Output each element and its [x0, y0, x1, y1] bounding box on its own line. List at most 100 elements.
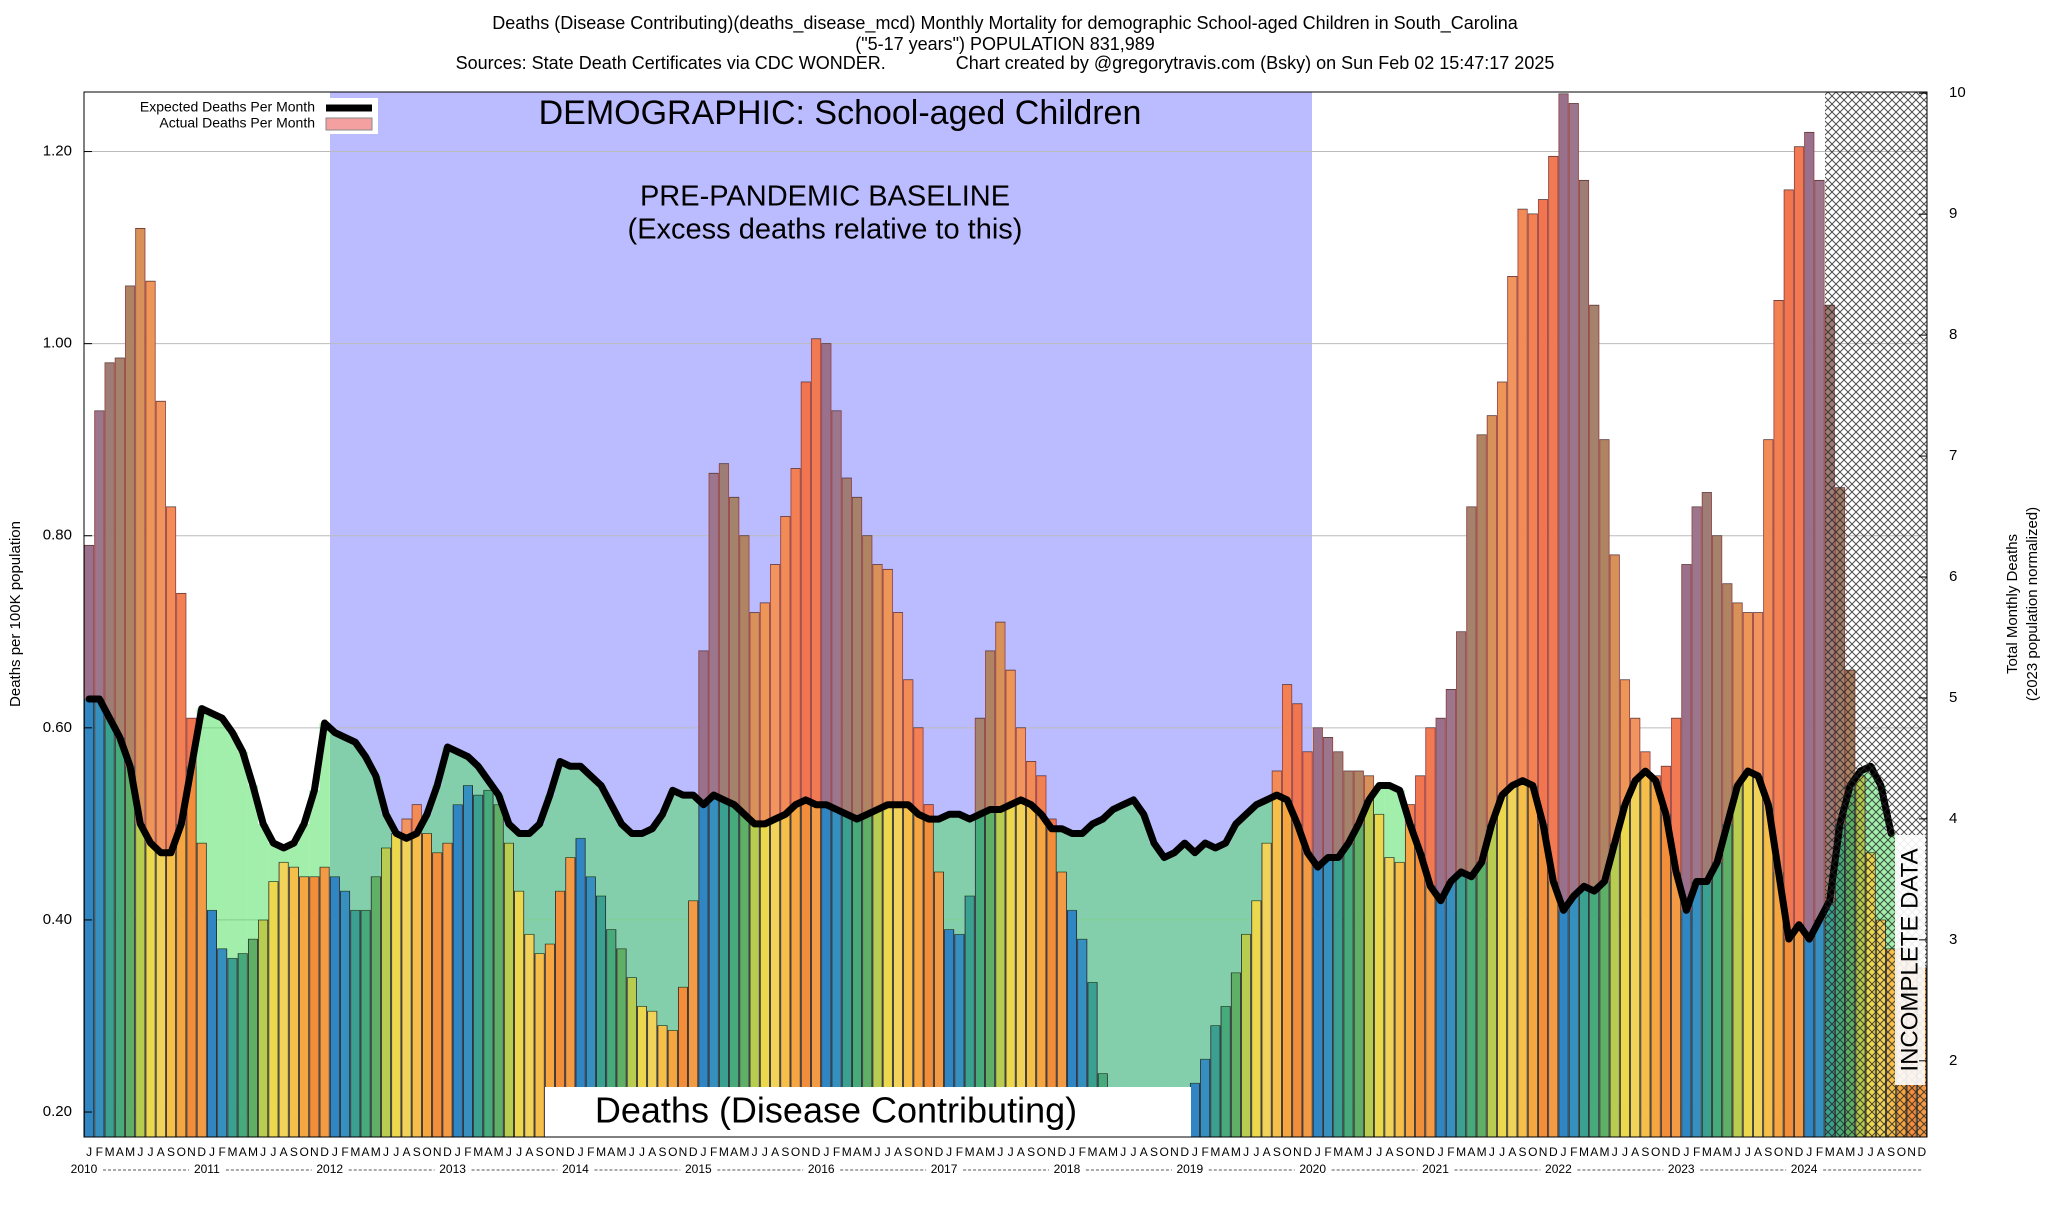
deficit-area [595, 785, 607, 896]
bar [483, 789, 494, 1137]
x-tick-label: J [823, 1145, 829, 1159]
bar [1640, 751, 1651, 1137]
year-label: 2023 [1668, 1162, 1695, 1176]
excess-area [411, 804, 422, 834]
title-line: Sources: State Death Certificates via CD… [456, 53, 1555, 73]
excess-area [1333, 751, 1344, 858]
year-label: 2010 [71, 1162, 98, 1176]
deficit-area [636, 833, 648, 1007]
deficit-area [1200, 843, 1211, 1060]
excess-area [1578, 180, 1590, 887]
x-tick-label: J [1366, 1145, 1372, 1159]
title-line: Deaths (Disease Contributing)(deaths_dis… [492, 13, 1519, 34]
x-tick-label: A [1713, 1145, 1721, 1159]
year-label-bg [1417, 1162, 1454, 1178]
x-tick-label: F [464, 1145, 471, 1159]
deficit-area [339, 737, 351, 892]
x-tick-label: M [473, 1145, 483, 1159]
deficit-area [503, 823, 515, 844]
bar [493, 804, 504, 1137]
year-label-bg [926, 1162, 963, 1178]
x-tick-label: O [1160, 1145, 1169, 1159]
deficit-area [1230, 823, 1241, 973]
x-tick-label: M [965, 1145, 975, 1159]
x-tick-label: D [1918, 1145, 1927, 1159]
measure-label: Deaths (Disease Contributing) [595, 1090, 1077, 1131]
excess-area [841, 478, 852, 815]
bar [575, 837, 586, 1137]
x-tick-label: A [976, 1145, 984, 1159]
y2-tick-label: 10 [1949, 84, 1966, 101]
x-tick-label: F [1201, 1145, 1208, 1159]
deficit-area [309, 790, 320, 877]
excess-area [1435, 718, 1446, 901]
x-tick-label: O [791, 1145, 800, 1159]
bar [360, 909, 371, 1137]
bar [288, 866, 299, 1137]
y2-tick-label: 2 [1949, 1052, 1957, 1069]
x-tick-label: J [1806, 1145, 1812, 1159]
deficit-area [606, 804, 617, 930]
x-tick-label: J [875, 1145, 881, 1159]
excess-area [1302, 751, 1313, 853]
deficit-area [258, 823, 269, 920]
y2-axis-label: Total Monthly Deaths [2004, 534, 2021, 674]
excess-area [1322, 737, 1334, 858]
bar [1189, 1082, 1200, 1137]
bar [534, 953, 545, 1137]
deficit-area [1148, 843, 1160, 1137]
deficit-area [1118, 804, 1129, 1137]
x-tick-label: J [946, 1145, 952, 1159]
x-tick-label: J [639, 1145, 645, 1159]
x-tick-label: J [997, 1145, 1003, 1159]
bar [1261, 842, 1272, 1137]
deficit-area [1210, 847, 1221, 1026]
year-label-bg [1294, 1162, 1331, 1178]
deficit-area [575, 766, 586, 839]
bar [401, 818, 412, 1137]
deficit-area [1066, 833, 1078, 911]
deficit-area [247, 785, 259, 940]
excess-area [1415, 775, 1426, 853]
excess-area [1701, 492, 1712, 882]
x-tick-label: S [1396, 1145, 1404, 1159]
x-tick-label: D [1672, 1145, 1681, 1159]
x-tick-label: J [137, 1145, 143, 1159]
x-tick-label: M [617, 1145, 627, 1159]
deficit-area [473, 766, 484, 796]
excess-area [1015, 727, 1026, 800]
x-tick-label: J [455, 1145, 461, 1159]
x-tick-label: S [1273, 1145, 1281, 1159]
excess-area [1732, 602, 1743, 786]
x-tick-label: J [383, 1145, 389, 1159]
x-tick-label: M [1333, 1145, 1343, 1159]
excess-area [913, 727, 924, 815]
y2-tick-label: 3 [1949, 931, 1957, 948]
x-tick-label: M [1477, 1145, 1487, 1159]
x-tick-label: J [578, 1145, 584, 1159]
year-label-bg [311, 1162, 348, 1178]
x-tick-label: N [187, 1145, 196, 1159]
x-tick-label: A [157, 1145, 165, 1159]
excess-area [1548, 156, 1559, 882]
excess-area [1630, 718, 1641, 781]
year-label: 2013 [439, 1162, 466, 1176]
excess-area [1589, 305, 1600, 892]
x-tick-label: N [679, 1145, 688, 1159]
x-tick-label: J [506, 1145, 512, 1159]
x-tick-label: S [290, 1145, 298, 1159]
y2-tick-label: 6 [1949, 568, 1957, 585]
x-tick-label: D [1057, 1145, 1066, 1159]
excess-area [790, 468, 801, 805]
expected-line [85, 695, 1895, 943]
x-tick-label: A [1590, 1145, 1598, 1159]
x-tick-label: J [1622, 1145, 1628, 1159]
bar [370, 876, 381, 1137]
x-tick-label: D [1549, 1145, 1558, 1159]
x-tick-label: F [1816, 1145, 1823, 1159]
excess-area [1527, 213, 1538, 786]
excess-area [729, 497, 740, 805]
bar [452, 804, 463, 1137]
excess-area [1312, 727, 1323, 868]
deficit-area [1056, 828, 1067, 872]
